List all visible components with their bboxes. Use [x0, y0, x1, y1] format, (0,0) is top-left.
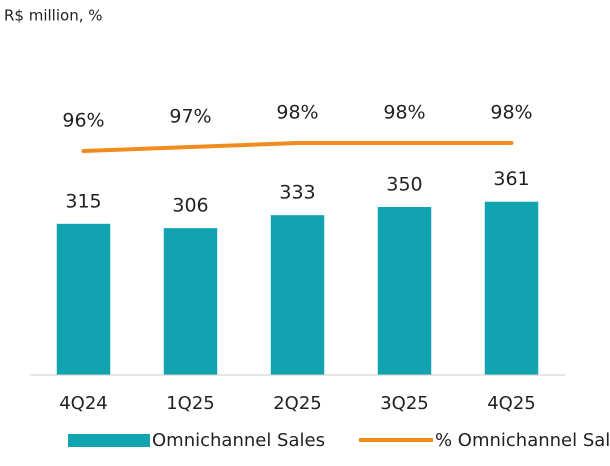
- x-tick-label: 2Q25: [273, 393, 322, 414]
- x-tick-label: 4Q24: [59, 393, 108, 414]
- data-label: 306: [172, 195, 208, 217]
- legend-label: % Omnichannel Sales: [435, 430, 610, 451]
- legend-label: Omnichannel Sales: [152, 430, 325, 451]
- bar: [270, 215, 325, 375]
- legend-swatch: [68, 434, 150, 447]
- bar: [484, 201, 539, 375]
- data-label: 98%: [383, 102, 425, 124]
- data-label: 315: [65, 190, 101, 212]
- data-label: 96%: [62, 110, 104, 132]
- bar: [377, 207, 432, 375]
- x-tick-label: 1Q25: [166, 393, 215, 414]
- chart-title: R$ million, %: [4, 7, 103, 25]
- bar: [56, 223, 111, 375]
- line: [81, 141, 514, 153]
- data-label: 97%: [169, 106, 211, 128]
- data-label: 333: [279, 182, 315, 204]
- bar: [163, 228, 218, 375]
- x-tick-label: 3Q25: [380, 393, 429, 414]
- data-label: 350: [386, 174, 422, 196]
- data-label: 98%: [276, 102, 318, 124]
- data-label: 361: [493, 168, 529, 190]
- data-label: 98%: [490, 102, 532, 124]
- x-tick-label: 4Q25: [487, 393, 536, 414]
